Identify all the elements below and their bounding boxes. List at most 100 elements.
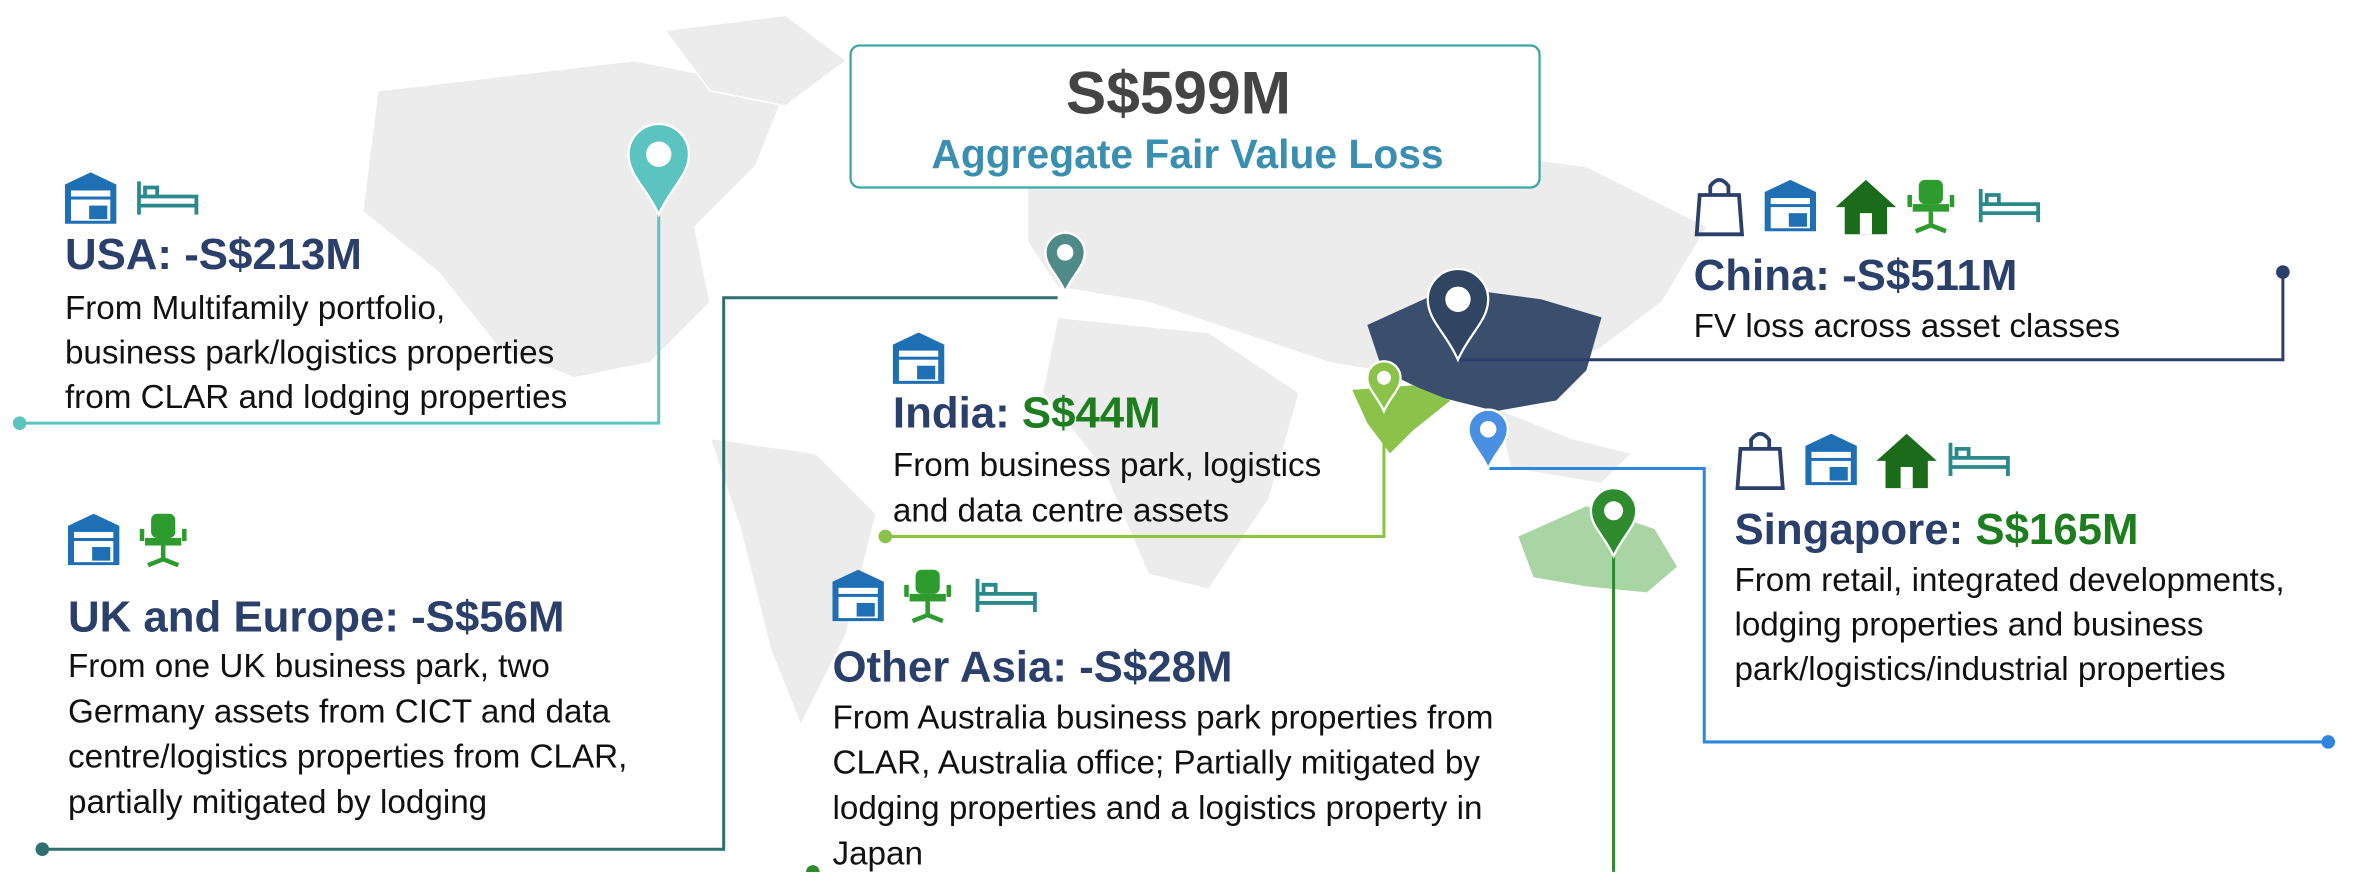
region-label: India:	[893, 389, 1010, 438]
india	[1352, 385, 1451, 454]
shape	[1876, 433, 1937, 489]
shape	[856, 602, 875, 617]
shape	[137, 181, 199, 215]
connector-dot	[878, 529, 893, 544]
region-description: CLAR, Australia office; Partially mitiga…	[832, 745, 1480, 782]
warehouse-icon	[892, 332, 945, 384]
shape	[1056, 244, 1074, 261]
china	[1367, 287, 1602, 412]
warehouse-icon	[67, 513, 120, 566]
region-title: USA: -S$213M	[65, 230, 362, 279]
connector-line	[42, 296, 1058, 851]
region-description: Japan	[832, 835, 923, 872]
shape	[1811, 451, 1851, 458]
shape	[1948, 442, 2010, 477]
bed-icon	[1978, 188, 2041, 223]
shape	[1694, 178, 1745, 237]
map-pin	[1044, 231, 1086, 295]
shape	[1467, 408, 1509, 472]
bag-icon	[1735, 431, 1785, 491]
shape	[1735, 431, 1785, 491]
shape	[1770, 198, 1810, 205]
connector-line	[1457, 272, 2285, 362]
shape	[1788, 213, 1807, 227]
map-pin	[1426, 268, 1490, 363]
shape	[627, 122, 691, 218]
chair-icon	[139, 513, 187, 568]
region-description: From Australia business park properties …	[832, 699, 1493, 736]
region-description: from CLAR and lodging properties	[65, 379, 567, 416]
chair-icon	[904, 569, 952, 624]
shape	[898, 350, 939, 357]
region-label: UK and Europe:	[68, 593, 399, 642]
bag-icon	[1694, 178, 1745, 237]
australia	[1518, 506, 1678, 593]
shape	[1366, 360, 1402, 414]
shape	[74, 531, 114, 538]
bed-icon	[1948, 442, 2010, 477]
region-label: USA:	[65, 230, 172, 279]
region-description: From retail, integrated developments,	[1734, 562, 2284, 599]
connector-dot	[12, 416, 27, 430]
region-description: From business park, logistics	[893, 447, 1321, 484]
region-description: FV loss across asset classes	[1694, 308, 2120, 345]
shape	[1978, 188, 2041, 223]
shape	[1445, 286, 1471, 312]
shape	[915, 569, 940, 594]
shape	[646, 141, 672, 167]
region-label: China:	[1694, 251, 1830, 300]
region-amount: S$44M	[1022, 389, 1161, 438]
region-label: Other Asia:	[832, 643, 1066, 692]
shape	[92, 547, 111, 561]
map-pin	[1467, 408, 1509, 472]
shape	[139, 528, 187, 568]
warehouse-icon	[1805, 433, 1857, 486]
connector-line	[885, 408, 1386, 538]
region-title: India: S$44M	[893, 389, 1161, 438]
shape	[1479, 420, 1497, 438]
region-description: business park/logistics properties	[65, 334, 554, 371]
region-description: From one UK business park, two	[68, 648, 550, 685]
region-description: partially mitigated by lodging	[68, 784, 487, 821]
connector-dot	[806, 865, 820, 872]
chair-icon	[1907, 179, 1955, 234]
shape	[1900, 466, 1913, 489]
warehouse-icon	[1764, 179, 1817, 232]
shape	[975, 578, 1037, 613]
shape	[1907, 195, 1955, 234]
connector-line	[19, 211, 661, 425]
region-description: lodging properties and business	[1734, 606, 2203, 643]
shape	[1918, 179, 1943, 205]
shape	[1044, 231, 1086, 295]
shape	[145, 537, 182, 546]
shape	[1835, 179, 1897, 235]
shape	[71, 190, 111, 197]
shape	[838, 587, 878, 594]
map-pin	[1366, 360, 1402, 414]
region-title: Singapore: S$165M	[1734, 505, 2138, 554]
region-description: and data centre assets	[893, 492, 1229, 529]
header-subtitle: Aggregate Fair Value Loss	[931, 131, 1443, 177]
region-description: centre/logistics properties from CLAR,	[68, 739, 627, 776]
shape	[89, 205, 108, 220]
shape	[1589, 486, 1638, 559]
header-value: S$599M	[1066, 58, 1291, 126]
header-box	[849, 44, 1541, 189]
bed-icon	[137, 181, 199, 215]
shape	[1912, 204, 1949, 212]
region-title: China: -S$511M	[1694, 251, 2018, 300]
region-label: Singapore:	[1734, 505, 1963, 554]
warehouse-icon	[64, 172, 117, 224]
region-amount: S$165M	[1975, 505, 2138, 554]
shape	[151, 513, 176, 538]
bed-icon	[975, 578, 1037, 613]
shape	[1829, 466, 1848, 481]
connector-dot	[2276, 265, 2290, 279]
warehouse-icon	[832, 569, 884, 622]
region-amount: -S$28M	[1079, 643, 1232, 692]
house-icon	[1835, 179, 1897, 235]
region-amount: -S$213M	[184, 230, 362, 279]
region-description: Germany assets from CICT and data	[68, 693, 611, 730]
shape	[1376, 370, 1391, 385]
